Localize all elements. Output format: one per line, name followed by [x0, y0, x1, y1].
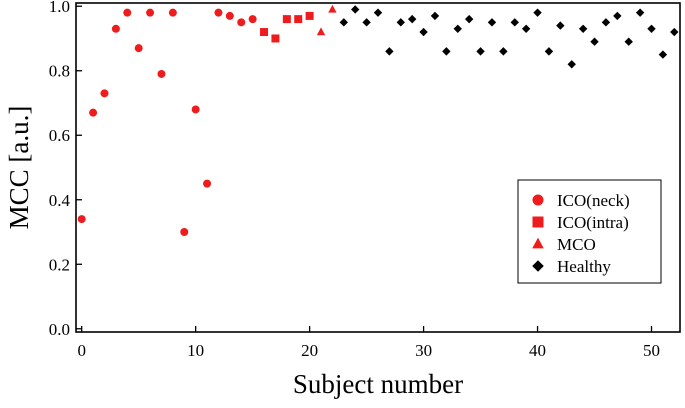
data-point-diamond: [430, 11, 440, 21]
data-point-square: [282, 15, 291, 24]
legend-marker-square: [532, 216, 544, 228]
data-point-circle: [191, 105, 200, 114]
data-point-diamond: [362, 18, 371, 27]
data-point-diamond: [499, 47, 508, 56]
y-axis-label: MCC [a.u.]: [4, 106, 34, 230]
data-point-circle: [237, 18, 246, 27]
legend-marker-diamond: [532, 260, 544, 272]
data-point-circle: [203, 179, 212, 188]
data-point-diamond: [476, 47, 485, 56]
x-tick-label: 30: [415, 341, 432, 360]
data-point-diamond: [613, 11, 622, 21]
data-point-diamond: [556, 21, 565, 30]
x-tick-label: 50: [643, 341, 660, 360]
data-point-diamond: [510, 18, 519, 27]
y-tick-label: 0.6: [49, 126, 70, 145]
plot-frame: [75, 2, 681, 333]
data-point-square: [305, 11, 314, 20]
x-tick-label: 40: [529, 341, 546, 360]
data-point-diamond: [339, 18, 349, 27]
legend-marker-triangle: [532, 237, 544, 249]
y-tick-label: 0.4: [49, 191, 71, 210]
data-point-diamond: [658, 50, 668, 59]
data-point-diamond: [567, 60, 576, 69]
data-point-triangle: [328, 4, 337, 13]
data-point-circle: [214, 8, 223, 17]
axis-ticks: 0 10 20 30 40 50 0.0 0.2 0.4 0.6 0.8 1.0: [49, 0, 660, 360]
data-point-diamond: [521, 24, 531, 34]
data-point-diamond: [351, 5, 360, 14]
data-point-diamond: [373, 8, 383, 17]
data-point-circle: [111, 24, 120, 33]
data-point-square: [260, 28, 269, 37]
data-point-diamond: [396, 18, 405, 27]
data-point-diamond: [385, 47, 394, 56]
data-point-diamond: [464, 14, 474, 24]
legend-marker-circle: [532, 194, 544, 206]
data-point-diamond: [533, 8, 542, 17]
legend-label: ICO(intra): [557, 213, 629, 232]
data-point-diamond: [670, 27, 679, 37]
data-point-circle: [168, 8, 177, 17]
data-point-circle: [89, 108, 98, 117]
data-point-diamond: [442, 47, 451, 56]
data-points: [77, 4, 679, 237]
data-point-triangle: [316, 27, 326, 36]
y-tick-label: 1.0: [49, 0, 70, 16]
data-point-diamond: [635, 8, 645, 17]
data-point-circle: [77, 215, 86, 224]
data-point-circle: [134, 44, 143, 53]
data-point-circle: [248, 15, 257, 24]
data-point-circle: [100, 89, 109, 98]
data-point-circle: [225, 11, 234, 20]
data-point-diamond: [419, 27, 428, 37]
data-point-square: [294, 15, 303, 24]
legend-label: MCO: [557, 235, 596, 254]
data-point-circle: [123, 8, 132, 17]
data-point-diamond: [590, 37, 599, 46]
x-axis-label: Subject number: [293, 369, 463, 399]
x-tick-label: 10: [187, 341, 204, 360]
y-tick-label: 0.8: [49, 62, 70, 81]
x-tick-label: 20: [301, 341, 318, 360]
data-point-diamond: [487, 18, 497, 27]
data-point-circle: [146, 8, 155, 17]
data-point-diamond: [578, 24, 588, 34]
data-point-diamond: [544, 47, 554, 56]
data-point-circle: [157, 69, 166, 78]
legend: ICO(neck) ICO(intra) MCO Healthy: [517, 179, 662, 284]
legend-label: Healthy: [557, 257, 611, 276]
y-tick-label: 0.0: [49, 320, 70, 339]
data-point-circle: [180, 228, 189, 237]
x-tick-label: 0: [77, 341, 86, 360]
data-point-diamond: [647, 24, 656, 34]
legend-label: ICO(neck): [557, 191, 630, 210]
y-tick-label: 0.2: [49, 255, 70, 274]
data-point-diamond: [624, 37, 633, 46]
data-point-diamond: [407, 14, 417, 24]
data-point-diamond: [601, 18, 611, 27]
data-point-diamond: [453, 24, 462, 34]
data-point-square: [271, 34, 280, 43]
